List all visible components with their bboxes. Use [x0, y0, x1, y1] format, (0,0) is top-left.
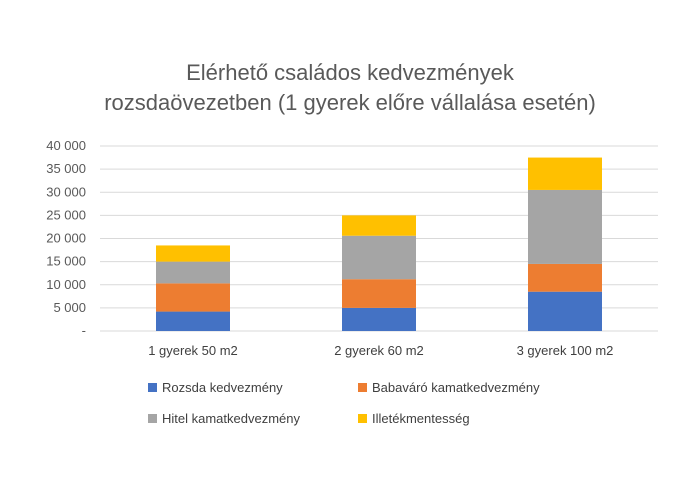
legend: Rozsda kedvezmény Babaváró kamatkedvezmén… [148, 380, 540, 426]
bar-segment-1-4 [156, 245, 230, 262]
y-tick-label: 20 000 [46, 231, 86, 246]
x-category-label: 3 gyerek 100 m2 [517, 343, 614, 358]
y-tick-label: 30 000 [46, 184, 86, 199]
bar-segment-3-3 [528, 189, 602, 264]
x-axis-category-labels: 1 gyerek 50 m2 2 gyerek 60 m2 3 gyerek 100… [148, 343, 613, 358]
y-tick-label: 15 000 [46, 254, 86, 269]
bar-segment-2-2 [342, 279, 416, 308]
legend-swatch [148, 383, 157, 392]
legend-label: Illetékmentesség [372, 411, 470, 426]
y-tick-label: 5 000 [53, 300, 86, 315]
y-tick-label: 25 000 [46, 207, 86, 222]
y-tick-label: - [82, 323, 86, 338]
x-category-label: 2 gyerek 60 m2 [334, 343, 424, 358]
legend-swatch [358, 383, 367, 392]
bar-segment-1-3 [156, 261, 230, 284]
legend-swatch [358, 414, 367, 423]
bar-segment-2-4 [342, 215, 416, 236]
bar-segment-3-1 [528, 291, 602, 331]
x-category-label: 1 gyerek 50 m2 [148, 343, 238, 358]
chart-title: Elérhető családos kedvezmények rozsdaöve… [0, 58, 700, 118]
bars [156, 157, 602, 331]
chart-title-line-2: rozsdaövezetben (1 gyerek előre vállalás… [104, 90, 596, 115]
y-axis-tick-labels: - 5 000 10 000 15 000 20 000 25 000 30 000 35 0… [46, 138, 86, 338]
chart-title-line-1: Elérhető családos kedvezmények [186, 60, 514, 85]
bar-segment-3-2 [528, 263, 602, 292]
y-tick-label: 40 000 [46, 138, 86, 153]
legend-label: Rozsda kedvezmény [162, 380, 283, 395]
legend-label: Hitel kamatkedvezmény [162, 411, 300, 426]
y-tick-label: 10 000 [46, 277, 86, 292]
bar-segment-1-2 [156, 283, 230, 312]
legend-label: Babaváró kamatkedvezmény [372, 380, 540, 395]
bar-segment-2-3 [342, 235, 416, 280]
y-tick-label: 35 000 [46, 161, 86, 176]
legend-swatch [148, 414, 157, 423]
bar-segment-3-4 [528, 157, 602, 190]
bar-segment-1-1 [156, 311, 230, 331]
bar-segment-2-1 [342, 307, 416, 331]
